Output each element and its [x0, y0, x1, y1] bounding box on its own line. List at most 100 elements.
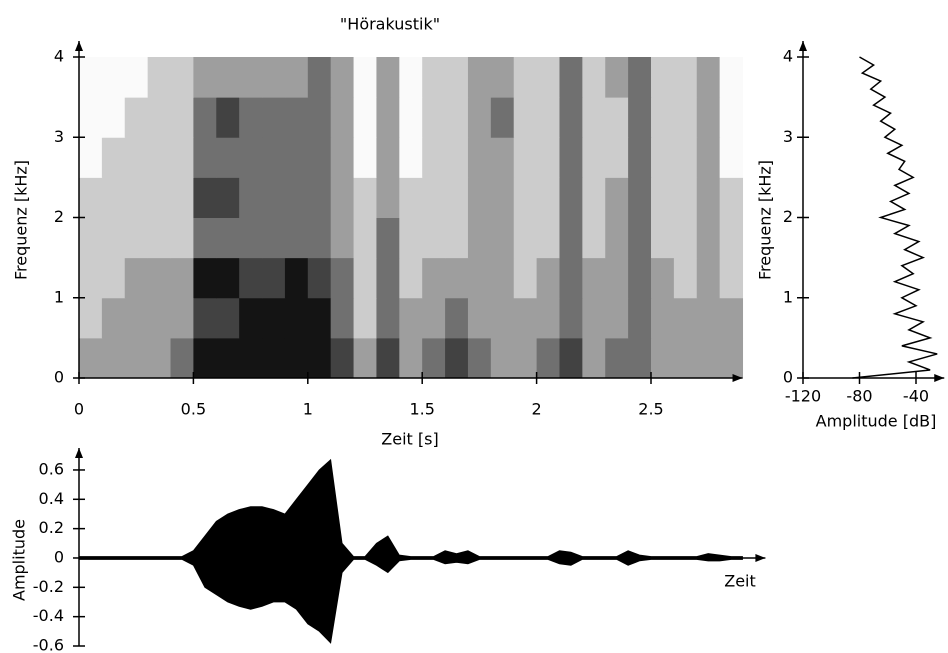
heatmap-cell: [262, 257, 286, 299]
heatmap-cell: [239, 97, 263, 138]
heatmap-cell: [467, 97, 492, 138]
heatmap-cell: [696, 217, 721, 259]
heatmap-cell: [422, 257, 446, 299]
heatmap-cell: [673, 257, 698, 299]
heatmap-cell: [101, 57, 126, 98]
heatmap-cell: [216, 97, 240, 138]
heatmap-cell: [422, 97, 446, 138]
heatmap-cell: [582, 257, 606, 299]
y-tick-label: 1: [54, 287, 64, 306]
heatmap-cell: [216, 257, 240, 299]
heatmap-cell: [536, 137, 560, 178]
heatmap-cell: [376, 177, 400, 218]
heatmap-cell: [513, 257, 538, 299]
x-tick-label: -40: [903, 387, 929, 406]
heatmap-cell: [376, 337, 400, 379]
heatmap-cell: [490, 137, 515, 178]
heatmap-cell: [536, 257, 560, 299]
heatmap-cell: [307, 257, 332, 299]
heatmap-cell: [582, 297, 606, 339]
heatmap-cell: [445, 137, 469, 178]
heatmap-cell: [719, 57, 744, 98]
heatmap-cell: [628, 57, 652, 98]
x-tick-label: 1: [303, 400, 313, 419]
heatmap-cell: [605, 337, 629, 379]
heatmap-cell: [216, 177, 240, 218]
heatmap-cell: [79, 57, 103, 98]
waveform-lower: [78, 557, 743, 644]
heatmap-cell: [79, 297, 103, 339]
heatmap-cell: [467, 257, 492, 299]
heatmap-cell: [262, 137, 286, 178]
heatmap-cell: [330, 257, 355, 299]
heatmap-cell: [216, 337, 240, 379]
heatmap-cell: [147, 177, 172, 218]
heatmap-cell: [605, 57, 629, 98]
heatmap-cell: [124, 217, 149, 259]
heatmap-cell: [651, 257, 675, 299]
heatmap-cell: [239, 337, 263, 379]
heatmap-cell: [307, 177, 332, 218]
heatmap-cell: [651, 177, 675, 218]
heatmap-cell: [422, 337, 446, 379]
heatmap-cell: [262, 177, 286, 218]
y-tick-label: 1: [783, 287, 793, 306]
heatmap-cell: [284, 217, 309, 259]
heatmap-cell: [101, 337, 126, 379]
heatmap-cell: [193, 137, 217, 178]
heatmap-cell: [719, 97, 744, 138]
heatmap-cell: [124, 297, 149, 339]
heatmap-cell: [399, 97, 423, 138]
heatmap-cell: [536, 337, 560, 379]
y-tick-label: 0: [783, 368, 793, 387]
heatmap-cell: [605, 177, 629, 218]
heatmap-cell: [467, 337, 492, 379]
heatmap-cell: [445, 97, 469, 138]
heatmap-cell: [628, 257, 652, 299]
waveform-upper: [78, 458, 743, 559]
heatmap-cell: [490, 97, 515, 138]
heatmap-cell: [513, 177, 538, 218]
heatmap-cell: [284, 97, 309, 138]
heatmap-cell: [696, 337, 721, 379]
heatmap-cell: [353, 257, 377, 299]
heatmap-cell: [536, 57, 560, 98]
heatmap-cell: [101, 137, 126, 178]
heatmap-cell: [353, 97, 377, 138]
heatmap-cell: [79, 217, 103, 259]
x-axis-label: Amplitude [dB]: [816, 412, 937, 431]
heatmap-cell: [239, 57, 263, 98]
heatmap-cell: [651, 297, 675, 339]
heatmap-cell: [673, 97, 698, 138]
y-tick-label: 2: [783, 207, 793, 226]
spectrum-line: [852, 56, 938, 379]
heatmap-cell: [284, 137, 309, 178]
heatmap-cell: [445, 297, 469, 339]
x-axis-arrow: [732, 374, 743, 382]
heatmap-cell: [79, 177, 103, 218]
heatmap-cell: [376, 97, 400, 138]
heatmap-cell: [262, 97, 286, 138]
x-tick-label: 0: [74, 400, 84, 419]
heatmap-cell: [147, 297, 172, 339]
y-tick-label: -0.6: [33, 636, 64, 653]
heatmap-cell: [147, 257, 172, 299]
heatmap-cell: [422, 297, 446, 339]
heatmap-cell: [559, 137, 583, 178]
heatmap-cell: [628, 297, 652, 339]
x-axis-label: Zeit [s]: [381, 430, 438, 449]
heatmap-cell: [353, 297, 377, 339]
heatmap-cell: [513, 57, 538, 98]
heatmap-cell: [467, 177, 492, 218]
heatmap-cell: [353, 57, 377, 98]
heatmap-cell: [330, 57, 355, 98]
heatmap-cell: [536, 297, 560, 339]
heatmap-cell: [559, 257, 583, 299]
heatmap-cell: [445, 337, 469, 379]
heatmap-cell: [467, 57, 492, 98]
heatmap-cell: [582, 217, 606, 259]
heatmap-cell: [307, 57, 332, 98]
heatmap-cell: [170, 57, 194, 98]
